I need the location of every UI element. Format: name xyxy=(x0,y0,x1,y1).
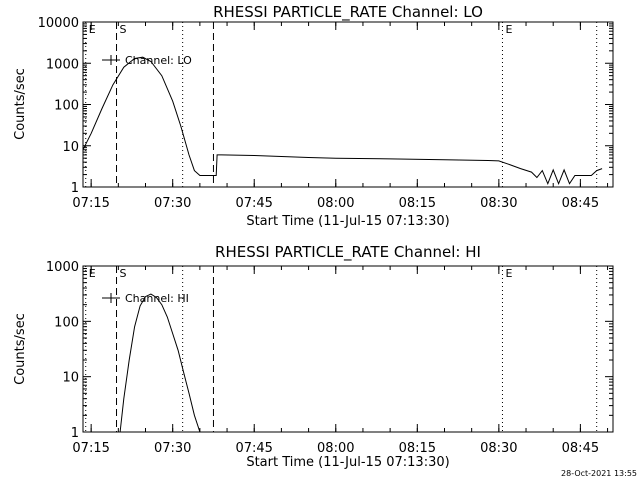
x-tick-label: 07:45 xyxy=(235,441,272,456)
tick-marks xyxy=(83,21,613,188)
y-axis-label: Counts/sec xyxy=(13,68,28,140)
y-tick-label: 1000 xyxy=(46,57,79,72)
series-line-hi xyxy=(119,293,201,433)
y-tick-label: 10 xyxy=(62,140,79,155)
y-tick-labels: 1 10 100 1000 xyxy=(46,260,79,441)
x-tick-label: 07:45 xyxy=(235,196,272,211)
x-tick-label: 08:45 xyxy=(562,441,599,456)
lo-channel-panel: RHESSI PARTICLE_RATE Channel: LO Counts/… xyxy=(13,3,614,229)
event-marker-label: E xyxy=(505,267,512,280)
x-tick-label: 07:15 xyxy=(72,196,109,211)
x-tick-label: 08:15 xyxy=(399,441,436,456)
y-axis-label: Counts/sec xyxy=(13,313,28,385)
timestamp: 28-Oct-2021 13:55 xyxy=(561,469,637,478)
series-line-lo xyxy=(82,56,603,186)
x-tick-label: 07:30 xyxy=(154,441,191,456)
y-tick-label: 100 xyxy=(54,315,79,330)
x-axis-label: Start Time (11-Jul-15 07:13:30) xyxy=(246,455,449,470)
tick-marks xyxy=(83,265,613,433)
legend: Channel: HI xyxy=(102,292,189,305)
y-tick-label: 10000 xyxy=(38,16,79,31)
x-tick-labels: 07:15 07:30 07:45 08:00 08:15 08:30 08:45 xyxy=(72,441,599,456)
x-tick-label: 08:00 xyxy=(317,441,354,456)
event-marker-label: S xyxy=(120,23,127,36)
x-tick-label: 08:30 xyxy=(480,441,517,456)
event-marker-label: E xyxy=(89,267,96,280)
y-tick-labels: 1 10 100 1000 10000 xyxy=(38,16,79,196)
chart-title: RHESSI PARTICLE_RATE Channel: HI xyxy=(215,243,481,262)
event-marker-label: S xyxy=(120,267,127,280)
plot-frame xyxy=(82,265,614,433)
x-tick-label: 07:15 xyxy=(72,441,109,456)
y-tick-label: 100 xyxy=(54,99,79,114)
y-tick-label: 1000 xyxy=(46,260,79,275)
plot-frame xyxy=(82,21,614,188)
x-tick-label: 08:30 xyxy=(480,196,517,211)
x-tick-label: 08:00 xyxy=(317,196,354,211)
chart-title: RHESSI PARTICLE_RATE Channel: LO xyxy=(213,3,483,22)
event-marker-label: E xyxy=(89,23,96,36)
legend: Channel: LO xyxy=(102,54,192,67)
y-tick-label: 1 xyxy=(71,426,79,441)
x-axis-label: Start Time (11-Jul-15 07:13:30) xyxy=(246,214,449,229)
x-tick-label: 08:45 xyxy=(562,196,599,211)
x-tick-label: 07:30 xyxy=(154,196,191,211)
y-tick-label: 1 xyxy=(71,181,79,196)
hi-channel-panel: RHESSI PARTICLE_RATE Channel: HI Counts/… xyxy=(13,243,614,470)
event-marker-label: E xyxy=(505,23,512,36)
legend-entry: Channel: LO xyxy=(125,54,192,67)
x-tick-labels: 07:15 07:30 07:45 08:00 08:15 08:30 08:45 xyxy=(72,196,599,211)
y-tick-label: 10 xyxy=(62,371,79,386)
x-tick-label: 08:15 xyxy=(399,196,436,211)
